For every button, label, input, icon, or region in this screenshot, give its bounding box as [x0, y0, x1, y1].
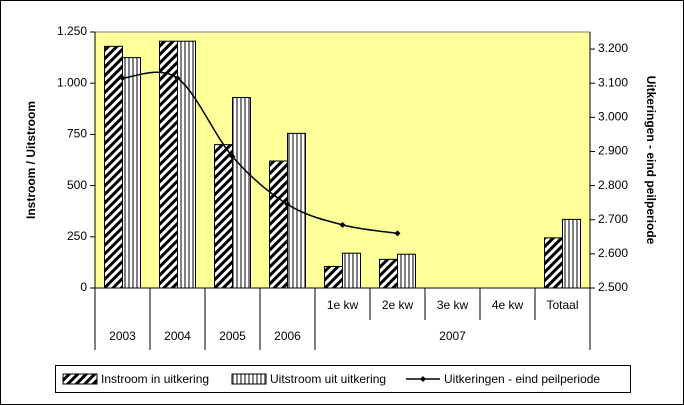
x-tick-label: 2004: [164, 329, 191, 343]
y2-tick-label: 2.700: [598, 212, 628, 226]
x-tick-label: 2e kw: [382, 298, 414, 312]
legend-label: Uitstroom uit uitkering: [270, 372, 386, 386]
y-tick-label: 1.250: [57, 24, 87, 38]
y2-axis-title: Uitkeringen - eind peilperiode: [644, 76, 658, 245]
bar: [122, 57, 141, 289]
legend-label: Instroom in uitkering: [101, 372, 209, 386]
x-group-label: 2007: [439, 329, 466, 343]
line-marker: [119, 75, 126, 82]
y2-tick-label: 3.000: [598, 110, 628, 124]
bar: [562, 218, 581, 289]
line-marker: [339, 221, 346, 228]
y2-tick-label: 3.200: [598, 41, 628, 55]
bar: [104, 45, 123, 289]
line-marker: [284, 201, 291, 208]
bar: [287, 132, 306, 289]
y-tick-label: 750: [67, 127, 87, 141]
x-tick-label: Totaal: [546, 298, 578, 312]
line-marker: [229, 153, 236, 160]
y2-tick-label: 2.500: [598, 280, 628, 294]
y-tick-label: 1.000: [57, 75, 87, 89]
legend-swatch: [62, 373, 98, 385]
bar: [544, 237, 563, 289]
legend-label: Uitkeringen - eind peilperiode: [444, 372, 600, 386]
legend-swatch: [231, 373, 267, 385]
legend-marker: [420, 376, 426, 382]
x-tick-label: 2006: [274, 329, 301, 343]
bar: [397, 253, 416, 289]
bar: [177, 40, 196, 289]
y2-tick-label: 3.100: [598, 75, 628, 89]
y-tick-label: 0: [80, 280, 87, 294]
y2-tick-label: 2.800: [598, 178, 628, 192]
x-tick-label: 4e kw: [492, 298, 524, 312]
line-marker: [394, 230, 401, 237]
bar: [324, 265, 343, 289]
bar: [269, 160, 288, 289]
x-tick-label: 2003: [109, 329, 136, 343]
y-tick-label: 250: [67, 229, 87, 243]
y2-tick-label: 2.900: [598, 144, 628, 158]
y2-tick-label: 2.600: [598, 246, 628, 260]
y-tick-label: 500: [67, 178, 87, 192]
x-tick-label: 2005: [219, 329, 246, 343]
bar: [214, 144, 233, 289]
line-marker: [174, 75, 181, 82]
bar: [379, 258, 398, 289]
bar: [232, 97, 251, 289]
legend: [55, 365, 631, 393]
bar: [342, 252, 361, 289]
y-axis-title: Instroom / Uitstroom: [24, 101, 38, 219]
x-tick-label: 1e kw: [327, 298, 359, 312]
x-tick-label: 3e kw: [437, 298, 469, 312]
